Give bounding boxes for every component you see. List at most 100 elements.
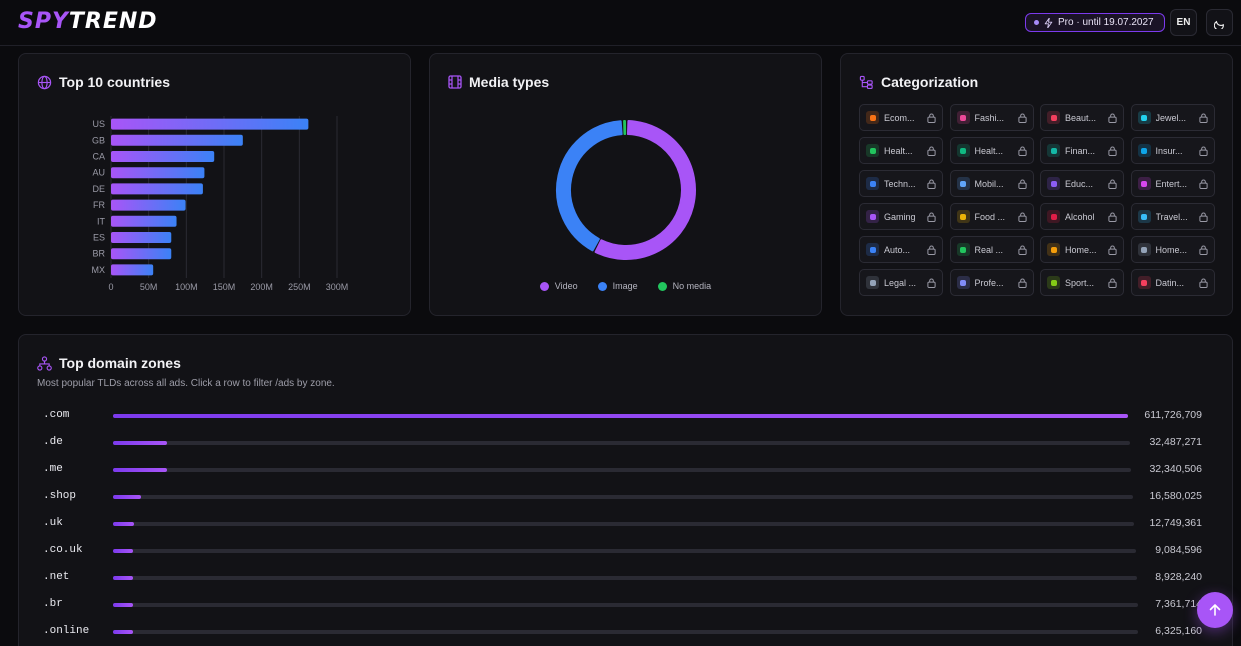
- bar-gb[interactable]: [111, 134, 243, 146]
- media-legend: Video Image No media: [430, 281, 821, 291]
- domain-row[interactable]: .co.uk 9,084,596: [19, 541, 1232, 561]
- domain-zone: .me: [43, 463, 63, 475]
- donut-slice-image[interactable]: [556, 120, 623, 252]
- category-pill[interactable]: Insur...: [1130, 137, 1215, 164]
- domain-row[interactable]: .net 8,928,240: [19, 568, 1232, 588]
- category-pill[interactable]: Fashi...: [949, 104, 1034, 131]
- domain-row[interactable]: .shop 16,580,025: [19, 487, 1232, 507]
- y-tick-label: US: [92, 119, 105, 129]
- domain-count: 16,580,025: [1149, 490, 1202, 502]
- domain-bar-track: [113, 630, 1138, 634]
- category-pill[interactable]: Jewel...: [1130, 104, 1215, 131]
- category-icon: [866, 144, 879, 157]
- lock-icon: [1198, 112, 1208, 123]
- domain-bar-track: [113, 549, 1136, 553]
- domain-bar-track: [113, 576, 1137, 580]
- category-pill[interactable]: Profe...: [949, 269, 1034, 296]
- category-label: Home...: [1155, 244, 1188, 255]
- domain-row[interactable]: .uk 12,749,361: [19, 514, 1232, 534]
- category-pill[interactable]: Mobil...: [949, 170, 1034, 197]
- category-pill[interactable]: Educ...: [1040, 170, 1124, 197]
- x-tick-label: 50M: [140, 282, 158, 292]
- category-label: Healt...: [974, 145, 1004, 156]
- domain-row[interactable]: .online 6,325,160: [19, 622, 1232, 642]
- donut-slice-no-media[interactable]: [623, 120, 627, 136]
- pro-badge-label: Pro · until 19.07.2027: [1058, 17, 1154, 28]
- theme-toggle-button[interactable]: [1206, 9, 1233, 36]
- legend-item-image[interactable]: Image: [597, 281, 638, 291]
- y-tick-label: IT: [97, 216, 106, 226]
- domain-zone: .uk: [43, 517, 63, 529]
- donut-slice-video[interactable]: [594, 120, 696, 260]
- x-tick-label: 100M: [175, 282, 198, 292]
- category-pill[interactable]: Sport...: [1040, 269, 1124, 296]
- domain-bar-fill: [113, 630, 133, 634]
- scroll-to-top-button[interactable]: [1197, 592, 1233, 628]
- bar-ca[interactable]: [111, 151, 215, 162]
- category-pill[interactable]: Alcohol: [1040, 203, 1124, 230]
- legend-item-no-media[interactable]: No media: [657, 281, 711, 291]
- logo[interactable]: SPYTREND: [18, 9, 158, 34]
- category-icon: [956, 243, 970, 256]
- domain-row[interactable]: .com 611,726,709: [19, 406, 1232, 426]
- category-pill[interactable]: Real ...: [949, 236, 1034, 263]
- domain-bar-fill: [113, 522, 135, 526]
- category-icon: [1047, 111, 1060, 124]
- domains-title-text: Top domain zones: [59, 355, 181, 371]
- lock-icon: [1108, 211, 1117, 222]
- legend-item-video[interactable]: Video: [539, 281, 578, 291]
- category-pill[interactable]: Travel...: [1130, 203, 1215, 230]
- category-pill[interactable]: Home...: [1040, 236, 1124, 263]
- domain-count: 611,726,709: [1144, 409, 1202, 421]
- category-label: Legal ...: [884, 277, 917, 288]
- y-tick-label: ES: [93, 233, 105, 243]
- category-pill[interactable]: Ecom...: [859, 104, 943, 131]
- domain-count: 6,325,160: [1155, 625, 1202, 637]
- category-pill[interactable]: Finan...: [1040, 137, 1124, 164]
- category-pill[interactable]: Beaut...: [1040, 104, 1124, 131]
- category-pill[interactable]: Healt...: [859, 137, 943, 164]
- globe-icon: [37, 75, 52, 89]
- category-label: Entert...: [1155, 178, 1188, 189]
- category-icon: [956, 276, 970, 289]
- domain-bar-fill: [113, 414, 1128, 418]
- bar-it[interactable]: [111, 215, 177, 227]
- bar-fr[interactable]: [111, 199, 186, 211]
- domain-bar-track: [113, 414, 1128, 418]
- category-pill[interactable]: Entert...: [1130, 170, 1215, 197]
- bar-au[interactable]: [111, 167, 205, 179]
- lock-icon: [927, 244, 936, 255]
- lock-icon: [1198, 178, 1208, 189]
- pro-badge[interactable]: Pro · until 19.07.2027: [1025, 13, 1165, 32]
- domain-zone: .co.uk: [43, 544, 83, 556]
- category-icon: [866, 111, 879, 124]
- x-tick-label: 200M: [250, 282, 273, 292]
- legend-dot: [597, 281, 607, 291]
- domain-row[interactable]: .de 32,487,271: [19, 433, 1232, 453]
- category-label: Datin...: [1155, 277, 1185, 288]
- language-button[interactable]: EN: [1170, 9, 1197, 36]
- domain-row[interactable]: .br 7,361,714: [19, 595, 1232, 615]
- category-pill[interactable]: Legal ...: [859, 269, 943, 296]
- category-pill[interactable]: Techn...: [859, 170, 943, 197]
- category-pill[interactable]: Healt...: [949, 137, 1034, 164]
- bar-mx[interactable]: [111, 264, 154, 276]
- domain-count: 8,928,240: [1155, 571, 1202, 583]
- lock-icon: [1198, 277, 1208, 288]
- bar-es[interactable]: [111, 232, 172, 243]
- lock-icon: [927, 178, 936, 189]
- domain-row[interactable]: .me 32,340,506: [19, 460, 1232, 480]
- category-pill[interactable]: Gaming: [859, 203, 943, 230]
- category-label: Sport...: [1065, 277, 1095, 288]
- category-pill[interactable]: Auto...: [859, 236, 943, 263]
- bar-us[interactable]: [111, 118, 309, 130]
- bar-br[interactable]: [111, 248, 172, 260]
- category-icon: [1137, 243, 1151, 256]
- category-pill[interactable]: Food ...: [949, 203, 1034, 230]
- category-pill[interactable]: Datin...: [1130, 269, 1215, 296]
- countries-title-text: Top 10 countries: [59, 74, 170, 90]
- bar-de[interactable]: [111, 183, 203, 195]
- countries-bar-chart: 0 50M 100M 150M 200M 250M 300M US GB CA AU DE FR IT ES…: [92, 116, 348, 292]
- category-pill[interactable]: Home...: [1130, 236, 1215, 263]
- category-icon: [866, 276, 879, 289]
